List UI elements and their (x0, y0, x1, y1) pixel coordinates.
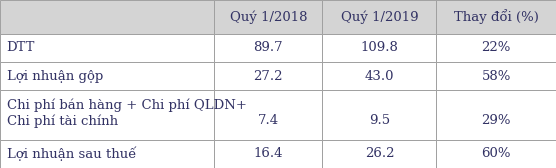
Text: 26.2: 26.2 (365, 147, 394, 160)
Text: 89.7: 89.7 (254, 41, 283, 54)
Bar (0, 62, 214, 90)
Text: 58%: 58% (481, 70, 511, 83)
Bar (0, 0, 214, 34)
Text: Chi phí bán hàng + Chi phí QLDN+: Chi phí bán hàng + Chi phí QLDN+ (7, 98, 246, 112)
Bar (322, 34, 436, 62)
Bar (436, 0, 556, 34)
Text: 109.8: 109.8 (360, 41, 399, 54)
Text: 7.4: 7.4 (258, 114, 279, 127)
Text: 60%: 60% (481, 147, 511, 160)
Bar (322, 90, 436, 140)
Bar (436, 62, 556, 90)
Text: 29%: 29% (481, 114, 511, 127)
Bar (0, 34, 214, 62)
Text: 9.5: 9.5 (369, 114, 390, 127)
Bar (436, 34, 556, 62)
Text: 27.2: 27.2 (254, 70, 283, 83)
Bar (214, 140, 322, 168)
Text: Lợi nhuận gộp: Lợi nhuận gộp (7, 70, 103, 83)
Text: Chi phí tài chính: Chi phí tài chính (7, 114, 118, 128)
Text: 16.4: 16.4 (254, 147, 283, 160)
Bar (0, 140, 214, 168)
Bar (214, 0, 322, 34)
Bar (214, 90, 322, 140)
Text: Quý 1/2018: Quý 1/2018 (230, 10, 307, 24)
Bar (214, 34, 322, 62)
Bar (322, 62, 436, 90)
Bar (322, 0, 436, 34)
Text: Quý 1/2019: Quý 1/2019 (341, 10, 418, 24)
Bar (436, 140, 556, 168)
Bar (214, 62, 322, 90)
Text: 22%: 22% (481, 41, 511, 54)
Text: Thay đổi (%): Thay đổi (%) (454, 9, 539, 24)
Bar (322, 140, 436, 168)
Bar (436, 90, 556, 140)
Text: Lợi nhuận sau thuế: Lợi nhuận sau thuế (7, 146, 136, 161)
Text: 43.0: 43.0 (365, 70, 394, 83)
Text: DTT: DTT (7, 41, 35, 54)
Bar (0, 90, 214, 140)
